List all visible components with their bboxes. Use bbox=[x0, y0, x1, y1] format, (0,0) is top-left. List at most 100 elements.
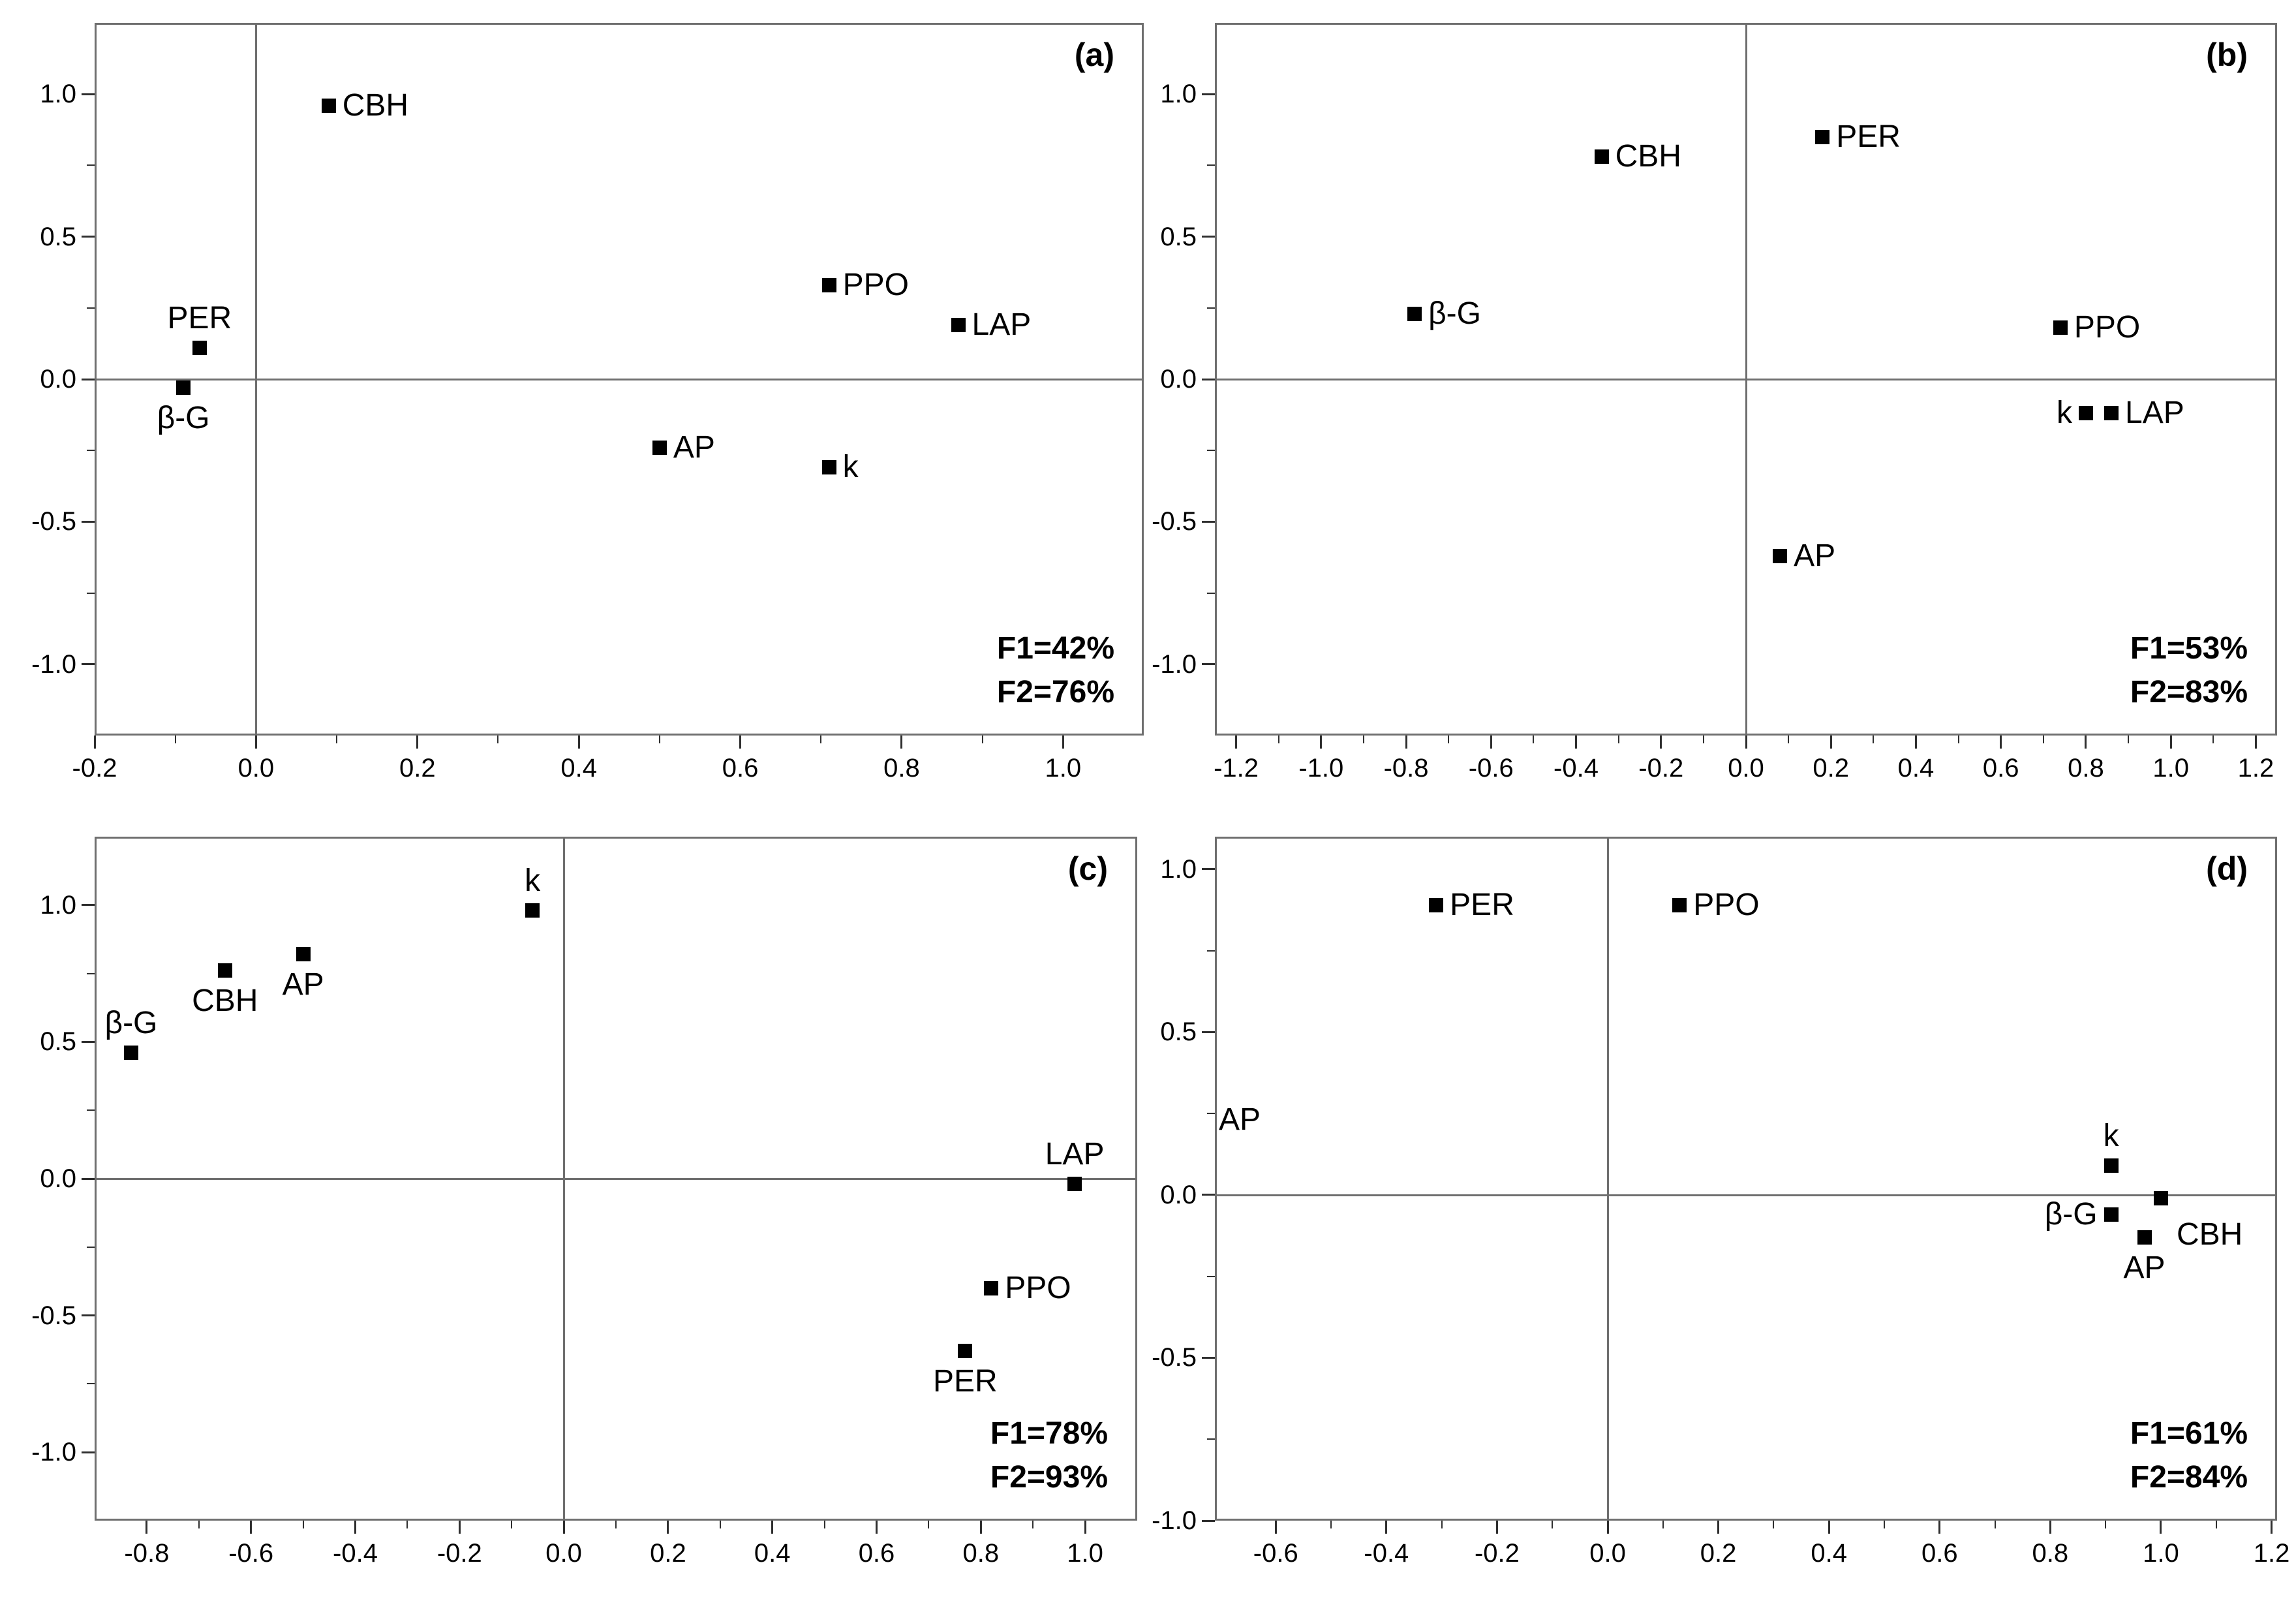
x-axis-tick-label: -0.2 bbox=[72, 754, 117, 783]
x-axis-tick-label: 0.8 bbox=[2032, 1539, 2069, 1568]
y-axis-tick bbox=[82, 904, 95, 907]
x-axis-tick-label: 0.4 bbox=[1897, 754, 1935, 783]
x-axis-minor-tick bbox=[198, 1521, 200, 1528]
x-axis-tick bbox=[1385, 1521, 1388, 1534]
x-axis-tick-label: 1.2 bbox=[2253, 1539, 2290, 1568]
x-axis-tick bbox=[1062, 736, 1064, 749]
point-label-β-G: β-G bbox=[1428, 296, 1481, 331]
y-axis-tick bbox=[1202, 378, 1215, 380]
data-point-LAP bbox=[2104, 406, 2119, 421]
data-point-PPO bbox=[2053, 320, 2068, 335]
x-axis-tick bbox=[254, 736, 257, 749]
data-point-k bbox=[821, 460, 836, 475]
x-axis-tick bbox=[562, 1521, 565, 1534]
panel-a: -0.2 0.0 0.2 0.4 0.6 0.8 1.0 1.0 0.5 0.0 -0.5 -1.0 C… bbox=[0, 0, 1148, 813]
x-axis-tick-label: 0.4 bbox=[1811, 1539, 1847, 1568]
data-point-PER bbox=[192, 340, 207, 355]
x-axis-tick bbox=[2169, 736, 2172, 749]
point-label-CBH: CBH bbox=[192, 984, 258, 1019]
point-label-LAP: LAP bbox=[972, 307, 1032, 342]
x-axis-tick bbox=[354, 1521, 356, 1534]
y-axis-tick-label: -1.0 bbox=[31, 1438, 76, 1467]
x-axis-tick bbox=[1405, 736, 1407, 749]
x-axis-tick-label: 0.6 bbox=[858, 1539, 895, 1568]
x-axis-tick bbox=[1660, 736, 1662, 749]
data-point-PPO bbox=[821, 277, 836, 292]
data-point-PPO bbox=[984, 1280, 999, 1295]
y-axis-tick-label: 0.5 bbox=[1160, 222, 1197, 251]
x-axis-tick-label: 0.8 bbox=[962, 1539, 1000, 1568]
x-axis-minor-tick bbox=[1702, 736, 1704, 743]
x-axis-tick bbox=[1828, 1521, 1830, 1534]
zero-line-vertical bbox=[1607, 837, 1610, 1521]
variance-stat-line: F1=78% bbox=[990, 1416, 1108, 1451]
variance-stat-line: F2=93% bbox=[990, 1460, 1108, 1495]
y-axis-minor-tick bbox=[87, 592, 95, 594]
variance-stat-line: F1=61% bbox=[2130, 1416, 2248, 1451]
x-axis-tick bbox=[739, 736, 742, 749]
x-axis-tick-label: 0.2 bbox=[399, 754, 436, 783]
point-label-AP: AP bbox=[673, 429, 715, 465]
x-axis-minor-tick bbox=[1330, 1521, 1332, 1528]
x-axis-tick bbox=[1495, 1521, 1498, 1534]
y-axis-tick bbox=[1202, 236, 1215, 238]
x-axis-tick-label: 1.0 bbox=[2152, 754, 2189, 783]
x-axis-tick-label: 0.6 bbox=[722, 754, 759, 783]
y-axis-tick-label: 1.0 bbox=[40, 80, 76, 109]
x-axis-minor-tick bbox=[928, 1521, 930, 1528]
y-axis-tick-label: 1.0 bbox=[40, 890, 76, 920]
panel-letter: (b) bbox=[2206, 37, 2248, 73]
y-axis-tick-label: 0.0 bbox=[1160, 1180, 1197, 1209]
x-axis-tick bbox=[1575, 736, 1578, 749]
data-point-PER bbox=[1815, 129, 1830, 144]
x-axis-tick-label: -0.8 bbox=[1383, 754, 1429, 783]
x-axis-tick-label: 0.4 bbox=[754, 1539, 791, 1568]
x-axis-minor-tick bbox=[1441, 1521, 1443, 1528]
y-axis-tick-label: -0.5 bbox=[1152, 507, 1197, 536]
variance-stat-line: F2=83% bbox=[2130, 675, 2248, 709]
y-axis-tick bbox=[1202, 520, 1215, 523]
x-axis-tick bbox=[2085, 736, 2087, 749]
point-label-PPO: PPO bbox=[1693, 887, 1760, 922]
variance-stats: F1=42% F2=76% bbox=[997, 627, 1114, 714]
data-point-CBH bbox=[2153, 1190, 2168, 1205]
x-axis-tick-label: -1.2 bbox=[1214, 754, 1259, 783]
x-axis-tick bbox=[1606, 1521, 1609, 1534]
x-axis-minor-tick bbox=[511, 1521, 513, 1528]
y-axis-tick-label: 0.5 bbox=[40, 1027, 76, 1057]
y-axis-minor-tick bbox=[87, 1109, 95, 1111]
x-axis-tick bbox=[1490, 736, 1492, 749]
x-axis-minor-tick bbox=[981, 736, 983, 743]
y-axis-tick-label: 0.5 bbox=[40, 222, 76, 251]
panel-letter: (d) bbox=[2206, 850, 2248, 887]
variance-stats: F1=53% F2=83% bbox=[2130, 627, 2248, 714]
x-axis-tick bbox=[145, 1521, 148, 1534]
y-axis-minor-tick bbox=[1207, 1438, 1215, 1440]
y-axis-tick-label: 0.0 bbox=[40, 1164, 76, 1193]
y-axis-tick-label: 1.0 bbox=[1160, 80, 1197, 109]
data-point-CBH bbox=[217, 963, 232, 978]
x-axis-minor-tick bbox=[1957, 736, 1959, 743]
y-axis-tick bbox=[1202, 1194, 1215, 1196]
x-axis-minor-tick bbox=[1873, 736, 1875, 743]
x-axis-minor-tick bbox=[336, 736, 338, 743]
x-axis-minor-tick bbox=[1662, 1521, 1664, 1528]
x-axis-tick bbox=[1938, 1521, 1941, 1534]
x-axis-minor-tick bbox=[1994, 1521, 1996, 1528]
x-axis-tick bbox=[876, 1521, 878, 1534]
point-label-LAP: LAP bbox=[1045, 1137, 1105, 1172]
x-axis-tick-label: 0.0 bbox=[545, 1539, 582, 1568]
y-axis-tick bbox=[1202, 868, 1215, 871]
x-axis-minor-tick bbox=[1533, 736, 1535, 743]
variance-stats: F1=78% F2=93% bbox=[990, 1412, 1108, 1499]
data-point-AP bbox=[652, 440, 667, 455]
point-label-CBH: CBH bbox=[2176, 1217, 2243, 1252]
panel-d: -0.6 -0.4 -0.2 0.0 0.2 0.4 0.6 0.8 1.0 1.2 1.0 0.5 0… bbox=[1148, 813, 2296, 1597]
x-axis-minor-tick bbox=[174, 736, 176, 743]
y-axis-minor-tick bbox=[87, 450, 95, 452]
x-axis-minor-tick bbox=[2042, 736, 2044, 743]
x-axis-minor-tick bbox=[1617, 736, 1619, 743]
data-point-PER bbox=[958, 1344, 973, 1359]
y-axis-tick bbox=[82, 1040, 95, 1043]
x-axis-tick-label: -1.0 bbox=[1298, 754, 1344, 783]
